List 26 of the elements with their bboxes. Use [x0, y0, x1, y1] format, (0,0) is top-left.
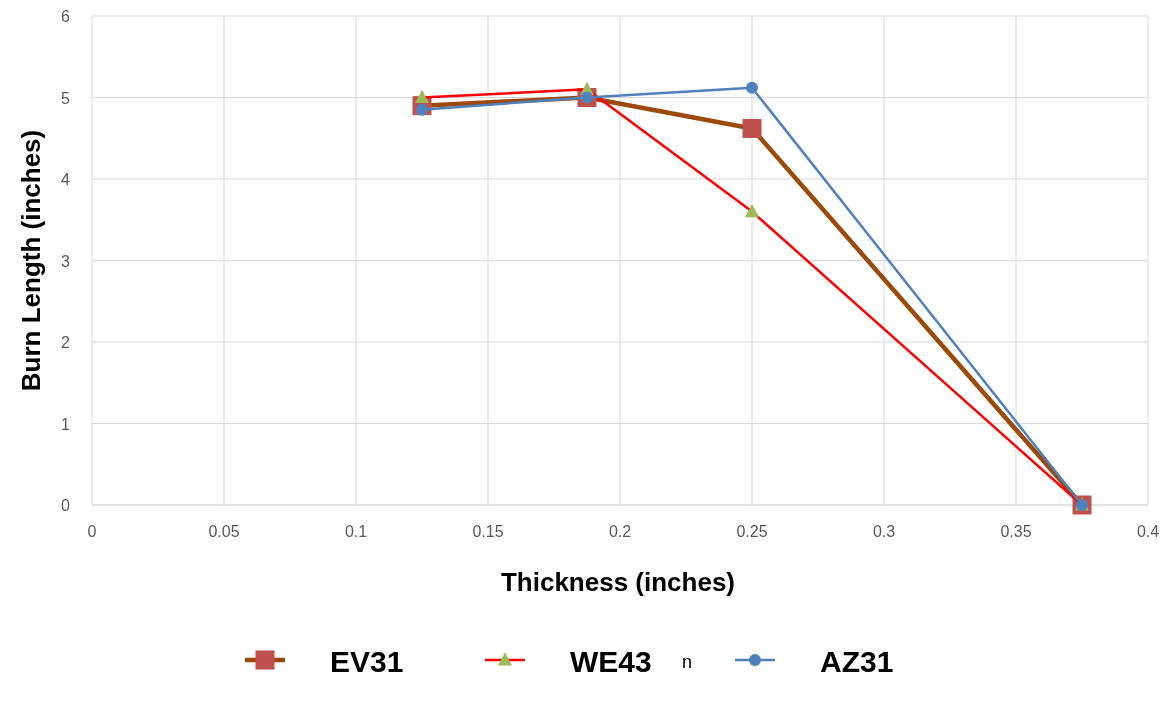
x-axis-title: Thickness (inches)	[500, 567, 736, 597]
text: n	[681, 652, 693, 672]
x-tick-label: 0.1	[344, 523, 368, 540]
y-tick-label: 3	[61, 252, 71, 270]
y-axis-title: Burn Length (inches)	[16, 129, 46, 392]
x-tick-label: 0.15	[472, 523, 504, 540]
point	[745, 203, 759, 218]
y-tick-label: 0	[61, 497, 71, 514]
y-tick-label: 4	[61, 171, 71, 188]
y-tick-label: 1	[61, 415, 71, 433]
point	[415, 89, 429, 104]
point	[742, 118, 762, 138]
point	[746, 81, 758, 94]
x-tick-label: 0.4	[1136, 523, 1160, 540]
x-tick-label: 0	[87, 523, 97, 540]
x-tick-label: 0.2	[608, 523, 632, 540]
x-tick-label: 0.35	[1000, 523, 1032, 540]
y-tick-label: 6	[61, 8, 71, 25]
x-tick-label: 0.05	[208, 523, 240, 540]
x-tick-label: 0.25	[736, 523, 768, 540]
x-tick-label: 0.3	[872, 523, 896, 540]
y-tick-label: 2	[61, 334, 71, 351]
y-tick-label: 5	[61, 89, 71, 107]
legend-label: WE43	[570, 645, 652, 678]
legend-label: AZ31	[820, 645, 894, 678]
legend-label: EV31	[330, 645, 404, 678]
